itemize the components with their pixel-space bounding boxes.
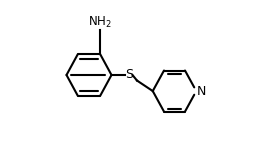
Text: S: S: [125, 69, 133, 81]
Text: N: N: [197, 85, 207, 98]
Text: NH$_2$: NH$_2$: [88, 15, 112, 30]
